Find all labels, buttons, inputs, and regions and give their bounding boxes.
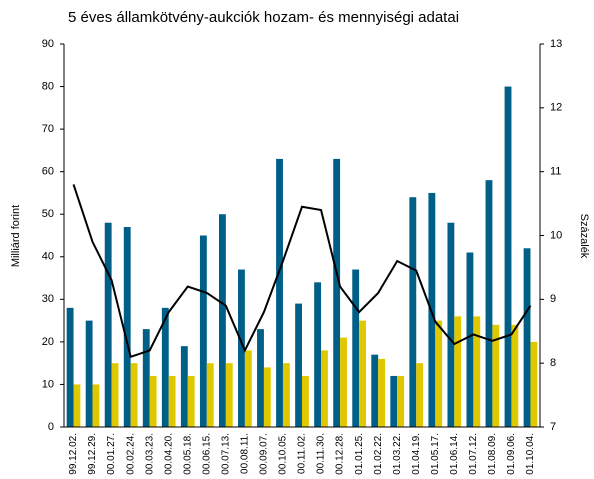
bar xyxy=(149,375,157,427)
bar xyxy=(352,269,360,427)
x-tick-label: 00.05.18. xyxy=(182,433,193,475)
bar xyxy=(302,375,309,427)
y-tick-label: 80 xyxy=(42,80,54,92)
x-tick-label: 00.04.20. xyxy=(163,433,174,475)
bar xyxy=(314,282,322,427)
bar xyxy=(473,316,481,427)
bar xyxy=(447,222,455,427)
x-tick-label: 01.10.04. xyxy=(525,433,536,475)
bar xyxy=(73,384,81,427)
bar xyxy=(523,248,531,427)
y2-tick-label: 9 xyxy=(550,293,556,305)
x-tick-label: 00.10.05. xyxy=(278,433,289,475)
y-tick-label: 0 xyxy=(48,421,54,433)
bar xyxy=(340,337,347,427)
x-tick-label: 99.12.02. xyxy=(68,433,79,475)
bar xyxy=(161,307,169,427)
y-tick-label: 70 xyxy=(42,123,54,135)
bar xyxy=(257,329,264,427)
bar xyxy=(263,367,271,427)
bar xyxy=(359,320,366,427)
line xyxy=(72,184,532,359)
y2-tick-label: 7 xyxy=(550,421,556,433)
x-tick-label: 00.01.27. xyxy=(106,433,117,475)
bar xyxy=(104,222,112,427)
bar xyxy=(218,214,226,427)
y2-tick-label: 10 xyxy=(550,229,562,241)
y-tick-label: 30 xyxy=(42,293,54,305)
y-tick-label: 50 xyxy=(42,208,54,220)
bar xyxy=(321,350,328,427)
bar xyxy=(333,158,341,427)
bar xyxy=(238,269,245,427)
bar xyxy=(206,363,214,427)
x-tick-label: 00.11.02. xyxy=(297,433,308,474)
y2-tick-label: 11 xyxy=(550,166,561,178)
y-tick-label: 40 xyxy=(42,251,54,263)
y2-tick-label: 12 xyxy=(550,102,562,114)
y-tick-label: 60 xyxy=(42,166,54,178)
bar xyxy=(454,316,462,427)
y2-tick-label: 8 xyxy=(550,357,556,369)
bar xyxy=(295,303,302,427)
x-tick-label: 01.09.06. xyxy=(506,433,517,475)
y-tick-label: 10 xyxy=(42,378,54,390)
bar xyxy=(485,180,493,427)
bar xyxy=(530,341,538,427)
bar xyxy=(276,158,283,427)
bar xyxy=(66,307,74,427)
bar xyxy=(371,354,379,427)
x-tick-label: 01.01.25. xyxy=(354,433,365,475)
x-tick-label: 01.02.22. xyxy=(373,433,384,475)
bar xyxy=(130,363,138,427)
bar xyxy=(187,375,195,427)
bar xyxy=(282,363,290,427)
x-tick-label: 01.04.19. xyxy=(411,433,422,475)
bar xyxy=(111,363,119,427)
bar xyxy=(504,86,512,428)
bar xyxy=(92,384,100,427)
bar xyxy=(142,329,150,427)
bar xyxy=(378,358,386,427)
y2-axis-label: Százalék xyxy=(578,214,590,259)
bar xyxy=(199,235,207,427)
x-tick-label: 99.12.29. xyxy=(87,433,98,475)
bar xyxy=(85,320,93,427)
y2-tick-label: 13 xyxy=(550,38,562,50)
x-tick-label: 00.06.15. xyxy=(201,433,212,475)
x-tick-label: 00.11.30. xyxy=(316,433,327,474)
bar xyxy=(180,346,188,427)
y-tick-label: 20 xyxy=(42,336,54,348)
x-tick-label: 00.09.07. xyxy=(259,433,270,475)
x-tick-label: 01.07.12. xyxy=(468,433,479,475)
x-tick-label: 00.07.13. xyxy=(220,433,231,475)
x-tick-label: 00.08.11. xyxy=(240,433,251,474)
y-axis-label: Milliárd forint xyxy=(10,205,22,267)
bar xyxy=(225,363,233,427)
y-tick-label: 90 xyxy=(42,38,54,50)
x-tick-label: 00.03.23. xyxy=(144,433,155,475)
x-tick-label: 00.12.28. xyxy=(335,433,346,475)
bar xyxy=(397,375,405,427)
x-tick-label: 01.08.09. xyxy=(487,433,498,475)
x-tick-label: 00.02.24. xyxy=(125,433,136,475)
bar xyxy=(244,350,252,427)
bar xyxy=(466,252,474,427)
bar xyxy=(511,324,519,427)
bar xyxy=(409,197,417,427)
bar xyxy=(416,363,424,427)
bar xyxy=(492,324,500,427)
x-tick-label: 01.05.17. xyxy=(430,433,441,475)
bar xyxy=(435,320,443,427)
bar xyxy=(168,375,176,427)
chart-title: 5 éves államkötvény-aukciók hozam- és me… xyxy=(68,9,459,26)
bar xyxy=(123,226,131,427)
x-tick-label: 01.03.22. xyxy=(392,433,403,475)
x-tick-label: 01.06.14. xyxy=(449,433,460,475)
bar xyxy=(390,375,398,427)
